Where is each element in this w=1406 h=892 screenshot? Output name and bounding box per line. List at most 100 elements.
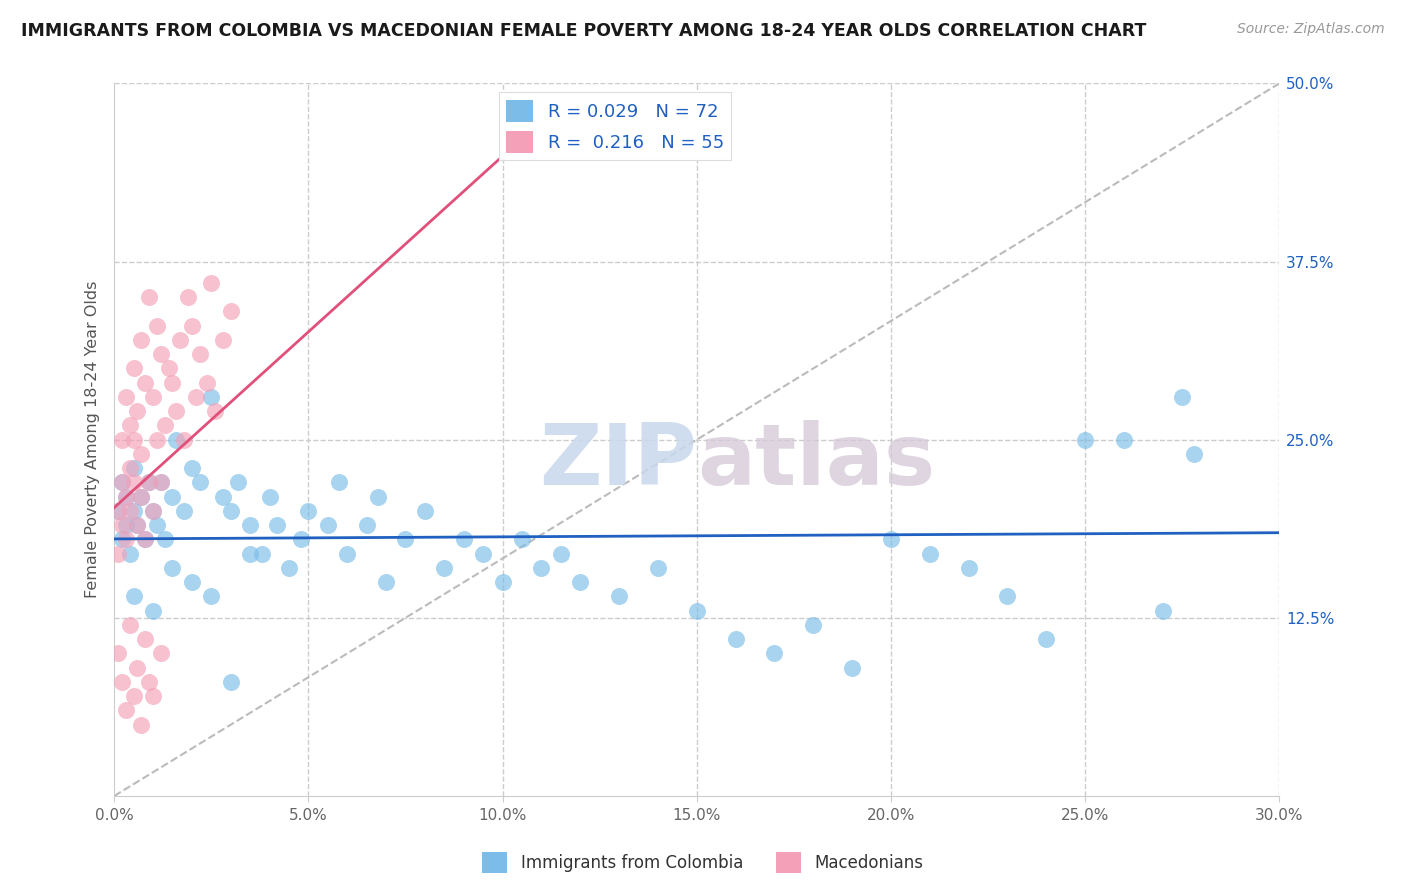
Text: IMMIGRANTS FROM COLOMBIA VS MACEDONIAN FEMALE POVERTY AMONG 18-24 YEAR OLDS CORR: IMMIGRANTS FROM COLOMBIA VS MACEDONIAN F… [21,22,1146,40]
Point [1152,604,1174,618]
Point [724,632,747,647]
Point [356,518,378,533]
Point [138,475,160,490]
Point [453,533,475,547]
Point [131,333,153,347]
Point [219,304,242,318]
Point [115,703,138,717]
Point [149,475,172,490]
Point [122,590,145,604]
Point [367,490,389,504]
Point [1074,433,1097,447]
Point [111,433,134,447]
Point [918,547,941,561]
Point [142,504,165,518]
Point [188,347,211,361]
Point [131,447,153,461]
Point [127,518,149,533]
Point [134,533,156,547]
Point [200,276,222,290]
Point [184,390,207,404]
Point [200,390,222,404]
Point [122,690,145,704]
Point [219,504,242,518]
Point [165,433,187,447]
Point [510,533,533,547]
Point [111,675,134,690]
Point [197,376,219,390]
Point [1035,632,1057,647]
Point [328,475,350,490]
Point [134,632,156,647]
Point [111,475,134,490]
Point [228,475,250,490]
Point [146,318,169,333]
Point [569,575,592,590]
Point [169,333,191,347]
Point [107,504,129,518]
Point [375,575,398,590]
Point [162,376,184,390]
Point [134,533,156,547]
Point [142,390,165,404]
Point [880,533,903,547]
Text: atlas: atlas [697,419,935,502]
Point [239,518,262,533]
Point [149,347,172,361]
Point [153,418,176,433]
Point [115,390,138,404]
Point [142,690,165,704]
Point [266,518,288,533]
Point [316,518,339,533]
Point [162,561,184,575]
Point [1112,433,1135,447]
Point [550,547,572,561]
Point [173,433,195,447]
Point [180,461,202,475]
Point [122,361,145,376]
Text: ZIP: ZIP [538,419,697,502]
Point [165,404,187,418]
Point [131,717,153,731]
Point [118,618,141,632]
Y-axis label: Female Poverty Among 18-24 Year Olds: Female Poverty Among 18-24 Year Olds [86,281,100,599]
Point [647,561,669,575]
Point [1182,447,1205,461]
Point [997,590,1019,604]
Point [841,661,863,675]
Point [111,518,134,533]
Point [111,533,134,547]
Point [107,647,129,661]
Point [1171,390,1194,404]
Point [138,475,160,490]
Point [413,504,436,518]
Point [122,433,145,447]
Point [162,490,184,504]
Point [763,647,786,661]
Point [157,361,180,376]
Point [138,290,160,304]
Point [259,490,281,504]
Point [115,518,138,533]
Point [173,504,195,518]
Point [686,604,709,618]
Point [115,490,138,504]
Point [180,318,202,333]
Text: Source: ZipAtlas.com: Source: ZipAtlas.com [1237,22,1385,37]
Point [115,533,138,547]
Point [111,475,134,490]
Point [142,604,165,618]
Point [607,590,630,604]
Point [177,290,200,304]
Point [146,518,169,533]
Point [472,547,495,561]
Point [142,504,165,518]
Point [957,561,980,575]
Point [122,461,145,475]
Point [180,575,202,590]
Point [107,547,129,561]
Point [801,618,824,632]
Point [107,504,129,518]
Point [290,533,312,547]
Point [188,475,211,490]
